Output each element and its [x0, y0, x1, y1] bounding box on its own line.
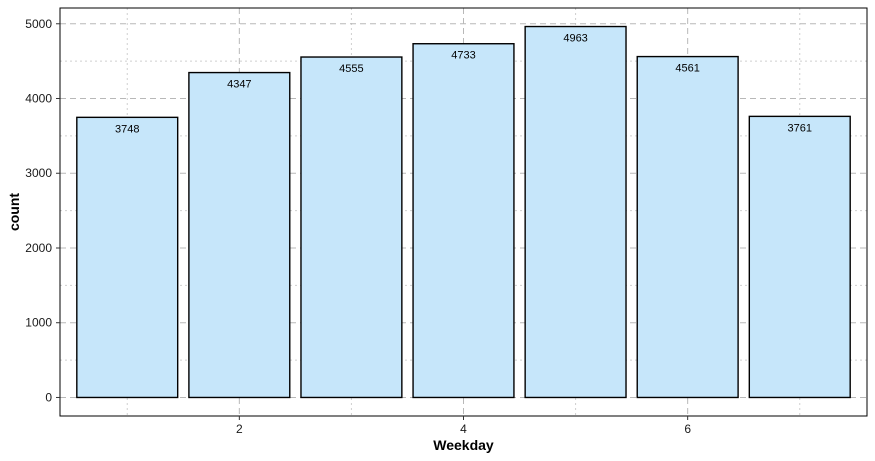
data-label-weekday-4: 4733	[451, 50, 475, 62]
y-axis-ticks: 0 1000 2000 3000 4000 5000	[25, 17, 60, 404]
data-labels: 3748 4347 4555 4733 4963 4561 3761	[115, 33, 812, 136]
y-tick-label: 1000	[25, 316, 52, 330]
data-label-weekday-3: 4555	[339, 63, 363, 75]
data-label-weekday-5: 4963	[563, 33, 587, 45]
x-tick-label: 6	[684, 422, 691, 436]
data-label-weekday-1: 3748	[115, 123, 139, 135]
bar-weekday-5	[524, 25, 627, 399]
y-tick-label: 0	[45, 390, 52, 404]
x-tick-label: 2	[236, 422, 243, 436]
bar-weekday-7	[748, 115, 851, 399]
y-axis-title: count	[6, 193, 22, 231]
data-label-weekday-6: 4561	[675, 63, 699, 75]
data-label-weekday-2: 4347	[227, 79, 251, 91]
bar-weekday-4	[412, 43, 515, 399]
data-label-weekday-7: 3761	[788, 122, 812, 134]
bar-weekday-2	[188, 71, 291, 399]
bars	[76, 25, 851, 399]
bar-weekday-6	[636, 55, 739, 399]
x-axis-title: Weekday	[433, 437, 494, 453]
y-tick-label: 5000	[25, 17, 52, 31]
x-tick-label: 4	[460, 422, 467, 436]
bar-weekday-3	[300, 56, 403, 399]
y-tick-label: 3000	[25, 166, 52, 180]
y-tick-label: 4000	[25, 92, 52, 106]
y-tick-label: 2000	[25, 241, 52, 255]
x-axis-ticks: 2 4 6	[236, 416, 691, 436]
bar-weekday-1	[76, 116, 179, 399]
